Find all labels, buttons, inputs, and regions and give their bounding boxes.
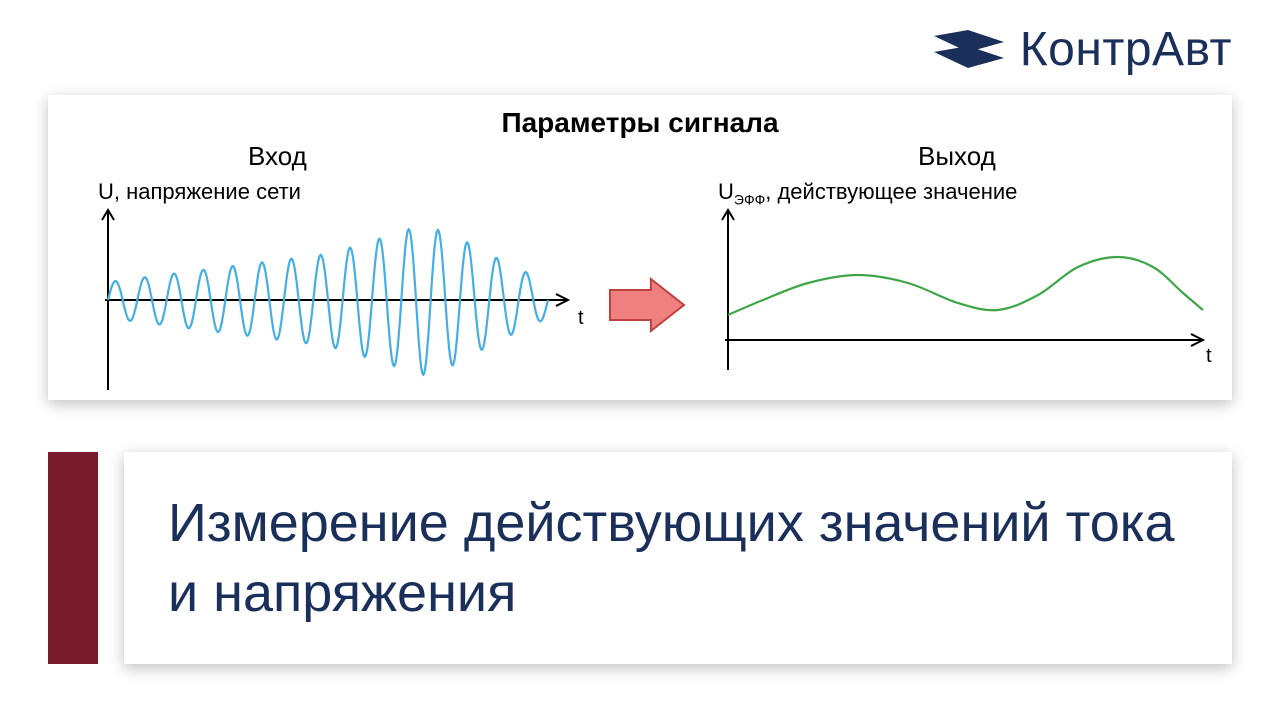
input-column-title: Вход <box>248 141 307 172</box>
output-column-title: Выход <box>918 141 996 172</box>
caption-text: Измерение действующих значений тока и на… <box>168 488 1188 628</box>
signal-parameters-panel: Параметры сигнала Вход Выход U, напряжен… <box>48 95 1232 400</box>
panel-title: Параметры сигнала <box>48 107 1232 139</box>
output-t-axis-label: t <box>1206 345 1212 368</box>
input-t-axis-label: t <box>578 307 584 330</box>
logo-text: КонтрАвт <box>1020 22 1232 77</box>
caption-card: Измерение действующих значений тока и на… <box>124 452 1232 664</box>
accent-bar <box>48 452 98 664</box>
output-axis-label: UЭФФ, действующее значение <box>718 179 1017 207</box>
input-signal-chart <box>88 205 578 395</box>
caption-block: Измерение действующих значений тока и на… <box>48 452 1232 664</box>
output-signal-chart <box>708 205 1208 375</box>
logo-mark-icon <box>932 28 1006 72</box>
arrow-icon <box>608 275 686 335</box>
input-axis-label: U, напряжение сети <box>98 179 301 205</box>
brand-logo: КонтрАвт <box>932 22 1232 77</box>
